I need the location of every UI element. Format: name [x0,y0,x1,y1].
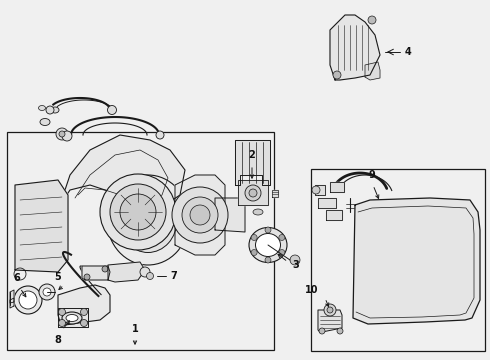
Text: 8: 8 [54,335,61,345]
Ellipse shape [249,228,287,262]
Text: 7: 7 [170,271,177,281]
Polygon shape [318,198,336,208]
Polygon shape [58,285,110,325]
Circle shape [46,106,54,114]
Polygon shape [315,185,325,195]
Polygon shape [272,190,278,197]
Polygon shape [58,308,88,327]
Bar [311,169,485,351]
Circle shape [80,309,88,315]
Circle shape [107,105,117,114]
Circle shape [279,249,285,256]
Circle shape [265,257,271,263]
Ellipse shape [51,107,59,113]
Text: 9: 9 [368,170,375,180]
Circle shape [190,205,210,225]
Circle shape [62,131,72,141]
Ellipse shape [62,312,82,324]
Circle shape [58,309,66,315]
Ellipse shape [253,209,263,215]
Text: 6: 6 [14,273,21,283]
Circle shape [102,266,108,272]
Circle shape [59,131,65,137]
Circle shape [19,291,37,309]
Polygon shape [238,180,268,205]
Circle shape [43,288,51,296]
Circle shape [245,185,261,201]
Polygon shape [82,266,110,280]
Circle shape [279,234,285,240]
Text: 1: 1 [132,324,138,334]
Circle shape [110,184,166,240]
Circle shape [120,194,156,230]
Polygon shape [353,198,480,324]
Circle shape [80,320,88,327]
Text: 2: 2 [248,150,255,160]
Polygon shape [330,182,344,192]
Circle shape [58,320,66,327]
Polygon shape [326,210,342,220]
Polygon shape [330,15,380,80]
Circle shape [290,255,300,265]
Ellipse shape [119,188,177,252]
Ellipse shape [39,105,46,111]
Circle shape [324,304,336,316]
Circle shape [249,189,257,197]
Polygon shape [60,135,185,205]
Ellipse shape [255,234,280,256]
Circle shape [265,227,271,233]
Circle shape [84,274,90,280]
Circle shape [100,174,176,250]
Ellipse shape [107,175,189,265]
Polygon shape [10,298,14,308]
Circle shape [172,187,228,243]
Circle shape [319,328,325,334]
Polygon shape [15,180,68,272]
Ellipse shape [40,118,50,126]
Circle shape [147,273,153,279]
Circle shape [56,128,68,140]
Text: 4: 4 [405,47,412,57]
Bar [7,132,274,350]
Text: 5: 5 [54,272,61,282]
Circle shape [39,284,55,300]
Circle shape [368,16,376,24]
Circle shape [251,234,257,240]
Circle shape [333,71,341,79]
Polygon shape [215,198,245,232]
Polygon shape [108,262,145,282]
Polygon shape [235,140,270,185]
Polygon shape [365,62,380,80]
Polygon shape [10,290,14,303]
Circle shape [14,286,42,314]
Ellipse shape [66,315,78,321]
Text: 3: 3 [292,260,299,270]
Circle shape [140,267,150,277]
Text: 10: 10 [305,285,319,295]
Circle shape [182,197,218,233]
Circle shape [337,328,343,334]
Circle shape [327,307,333,313]
Polygon shape [175,175,225,255]
Polygon shape [318,310,342,332]
Circle shape [251,249,257,256]
Circle shape [156,131,164,139]
Circle shape [312,186,320,194]
